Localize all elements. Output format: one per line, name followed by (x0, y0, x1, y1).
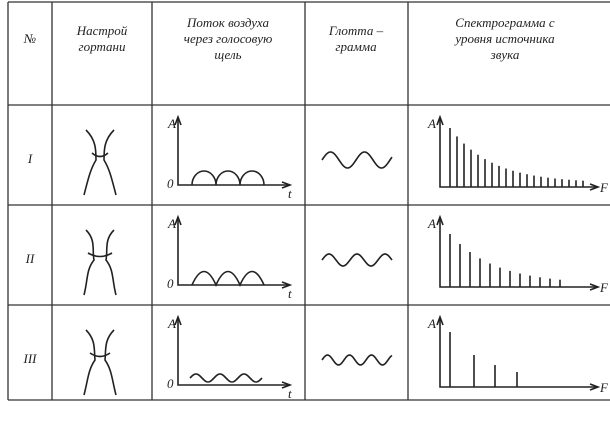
row-number: I (27, 151, 33, 166)
spectrum-x-label: F (599, 180, 609, 195)
table-figure: № Настройгортани Поток воздухачерез голосо… (0, 0, 610, 421)
spectrum-y-label: A (427, 216, 436, 231)
spectrum-arrow (437, 117, 598, 190)
larynx-left (84, 130, 96, 195)
row-number: II (25, 251, 35, 266)
flow-curve (192, 171, 264, 185)
header-text: грамма (335, 39, 377, 54)
flow-curve (190, 374, 262, 382)
vocal-fold (90, 353, 110, 357)
larynx-right (106, 230, 116, 295)
glottogram (322, 254, 392, 266)
row-number: III (23, 351, 38, 366)
flow-origin: 0 (167, 176, 174, 191)
spectrum-y-label: A (427, 116, 436, 131)
larynx-right (104, 130, 116, 195)
flow-x-label: t (288, 386, 292, 401)
flow-origin: 0 (167, 276, 174, 291)
header-text: звука (490, 47, 520, 62)
header-text: Спектрограмма с (455, 15, 555, 30)
flow-x-label: t (288, 286, 292, 301)
header-text: гортани (79, 39, 126, 54)
flow-y-label: A (167, 316, 176, 331)
header-text: через голосовую (184, 31, 273, 46)
flow-y-label: A (167, 116, 176, 131)
spectrum-y-label: A (427, 316, 436, 331)
spectrum-x-label: F (599, 380, 609, 395)
flow-arrow (175, 217, 290, 288)
flow-origin: 0 (167, 376, 174, 391)
glottogram (322, 355, 392, 365)
larynx-left (84, 230, 94, 295)
larynx-left (84, 330, 95, 395)
flow-arrow (175, 117, 290, 188)
header-text: Поток воздуха (186, 15, 269, 30)
header-text: № (23, 31, 36, 46)
flow-x-label: t (288, 186, 292, 201)
larynx-right (105, 330, 116, 395)
vocal-fold (88, 253, 112, 257)
spectrum-axes (440, 217, 598, 287)
glottogram (322, 152, 392, 168)
spectrum-arrow (437, 217, 598, 290)
flow-arrow (175, 317, 290, 388)
flow-y-label: A (167, 216, 176, 231)
spectrum-axes (440, 317, 598, 387)
header-text: уровня источника (453, 31, 555, 46)
flow-curve (192, 272, 264, 286)
header-text: Глотта – (328, 23, 384, 38)
vocal-fold (92, 153, 108, 157)
header-text: щель (214, 47, 241, 62)
table-grid (8, 2, 610, 400)
header-text: Настрой (76, 23, 128, 38)
spectrum-x-label: F (599, 280, 609, 295)
